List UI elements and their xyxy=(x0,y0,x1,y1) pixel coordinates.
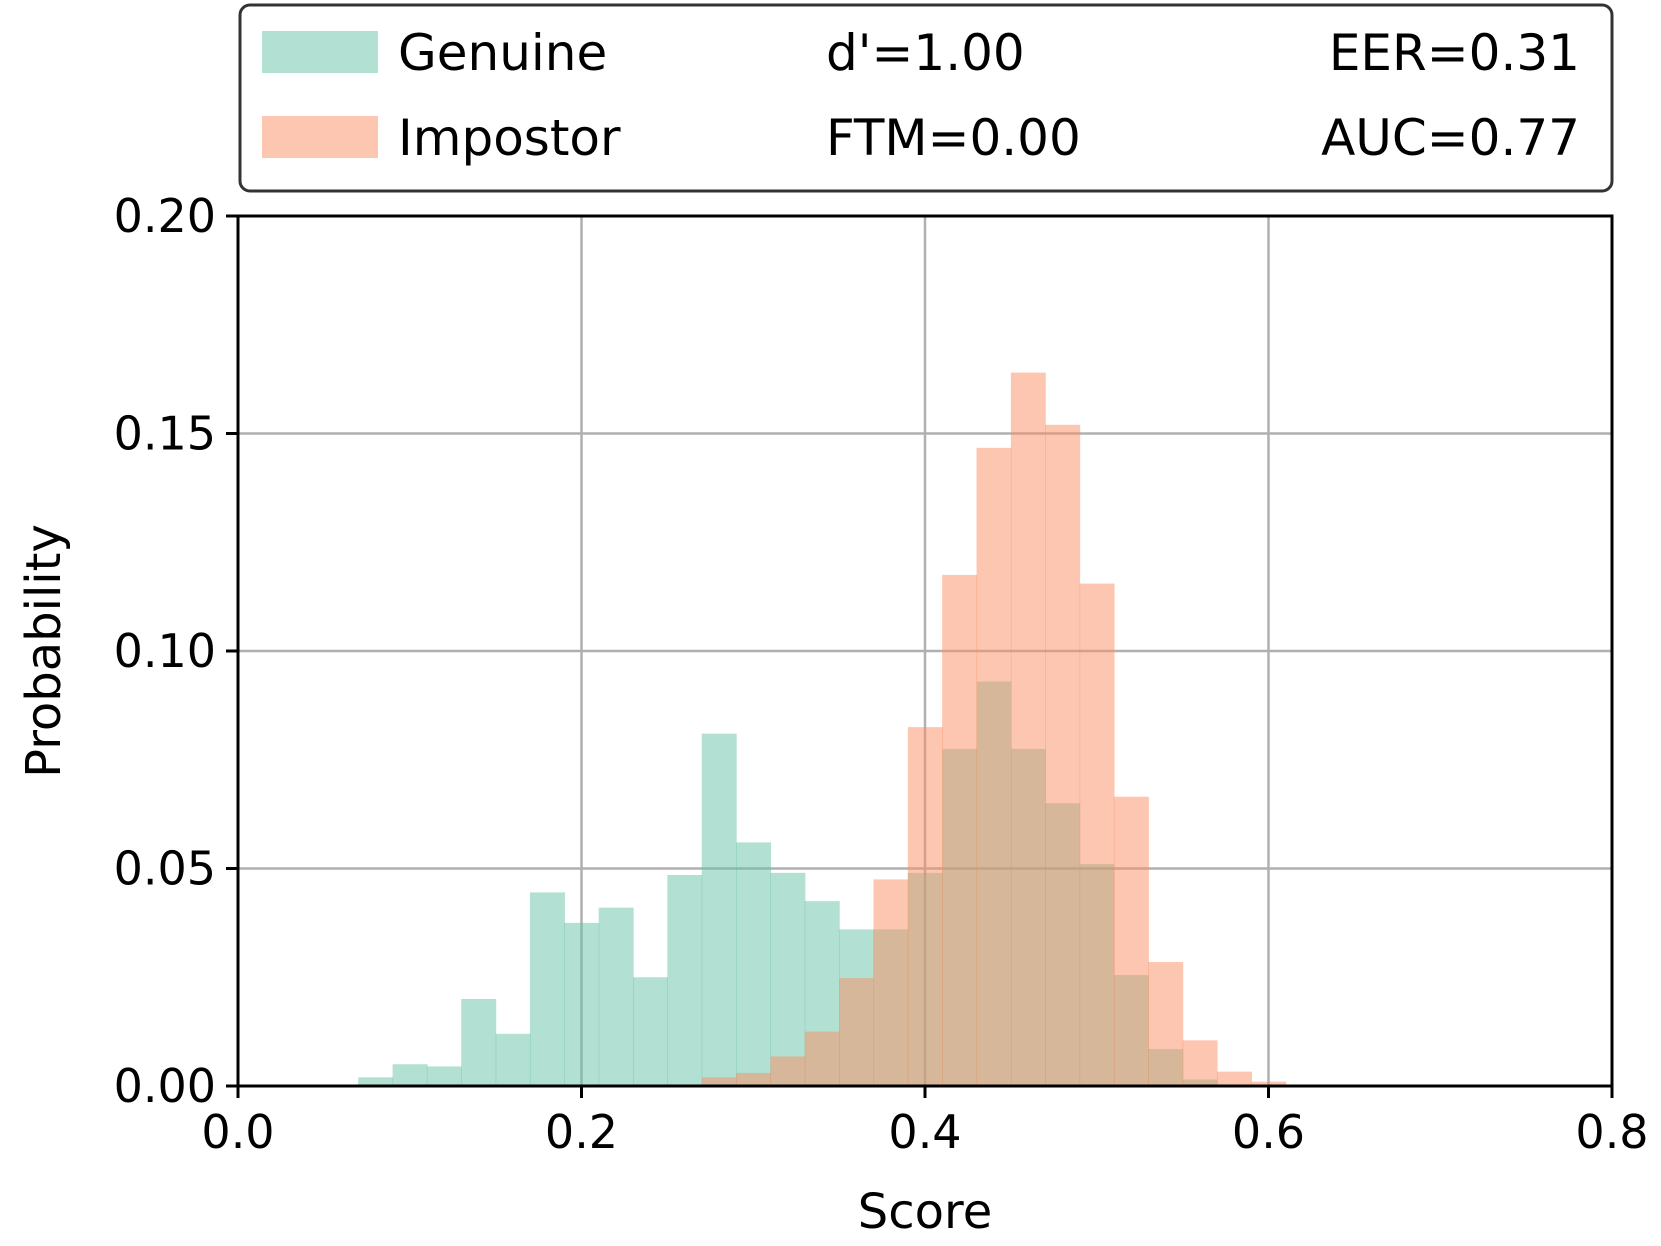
x-tick-label: 0.0 xyxy=(201,1105,274,1159)
bar-impostor xyxy=(942,574,978,1086)
bar-impostor xyxy=(736,1072,772,1086)
bar-genuine xyxy=(392,1064,428,1086)
grid-lines xyxy=(238,216,1612,1086)
bar-impostor xyxy=(1045,424,1081,1086)
y-tick-label: 0.05 xyxy=(114,842,216,896)
bar-impostor xyxy=(839,978,875,1086)
bar-impostor xyxy=(976,447,1012,1087)
legend-eer: EER=0.31 xyxy=(1329,24,1580,82)
bar-impostor xyxy=(1182,1040,1218,1086)
bar-genuine xyxy=(529,892,565,1086)
legend-swatch-impostor xyxy=(262,116,378,158)
legend: Genuine d'=1.00 EER=0.31 Impostor FTM=0.… xyxy=(238,3,1614,193)
bar-genuine xyxy=(461,999,497,1086)
bar-genuine xyxy=(564,922,600,1086)
bar-impostor xyxy=(1079,583,1115,1086)
bar-genuine xyxy=(426,1066,462,1086)
x-axis-label: Score xyxy=(858,1184,992,1240)
bar-genuine xyxy=(736,842,772,1086)
legend-auc: AUC=0.77 xyxy=(1321,109,1580,167)
bar-impostor xyxy=(1010,372,1046,1087)
bar-impostor xyxy=(1251,1081,1287,1086)
y-axis-ticks: 0.00 0.05 0.10 0.15 0.20 xyxy=(114,189,238,1113)
bar-genuine xyxy=(358,1077,394,1086)
legend-swatch-genuine xyxy=(262,31,378,73)
legend-ftm: FTM=0.00 xyxy=(826,109,1081,167)
bar-impostor xyxy=(907,727,943,1086)
bar-impostor xyxy=(1113,796,1149,1086)
bar-impostor xyxy=(701,1077,737,1086)
bar-genuine xyxy=(701,733,737,1086)
y-axis-label: Probability xyxy=(16,524,72,778)
bar-genuine xyxy=(667,875,703,1086)
x-axis-ticks: 0.0 0.2 0.4 0.6 0.8 xyxy=(201,1086,1649,1159)
y-tick-label: 0.10 xyxy=(114,624,216,678)
histogram-bars xyxy=(358,372,1287,1087)
bar-genuine xyxy=(633,977,668,1086)
bar-impostor xyxy=(1216,1071,1252,1086)
bar-impostor xyxy=(873,879,909,1086)
y-tick-label: 0.15 xyxy=(114,407,216,461)
y-tick-label: 0.20 xyxy=(114,189,216,243)
bar-impostor xyxy=(804,1031,840,1086)
bar-impostor xyxy=(1148,962,1184,1086)
y-tick-label: 0.00 xyxy=(114,1059,216,1113)
bar-genuine xyxy=(495,1033,531,1086)
x-tick-label: 0.2 xyxy=(545,1105,618,1159)
bar-impostor xyxy=(770,1056,806,1086)
bar-genuine xyxy=(770,872,806,1086)
legend-label-impostor: Impostor xyxy=(398,109,621,167)
bar-genuine xyxy=(598,907,634,1086)
legend-label-genuine: Genuine xyxy=(398,24,607,82)
legend-dprime: d'=1.00 xyxy=(826,24,1025,82)
x-tick-label: 0.4 xyxy=(888,1105,961,1159)
x-tick-label: 0.8 xyxy=(1575,1105,1648,1159)
legend-box xyxy=(238,3,1614,193)
x-tick-label: 0.6 xyxy=(1232,1105,1305,1159)
